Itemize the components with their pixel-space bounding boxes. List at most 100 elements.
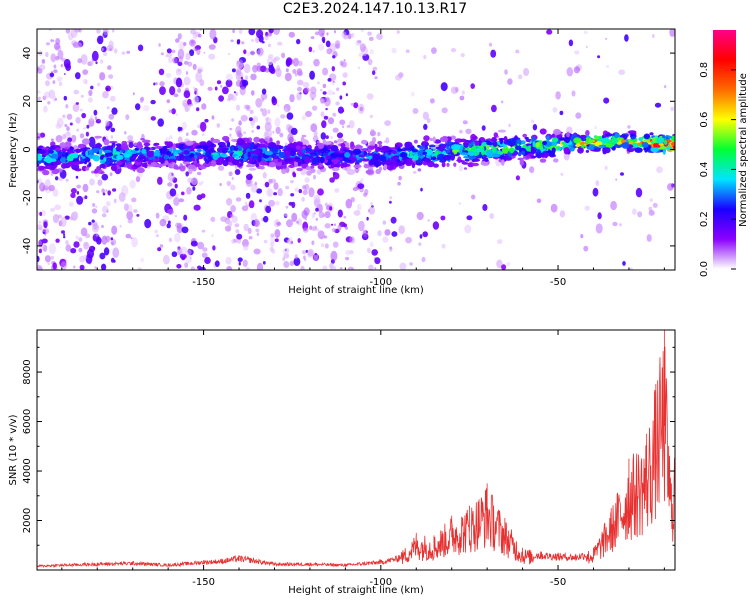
spectrogram-cell — [98, 119, 101, 122]
spectrogram-cell — [615, 178, 618, 181]
spectrogram-cell — [177, 88, 182, 93]
spectrogram-cell — [197, 33, 202, 38]
spectrogram-cell — [301, 210, 308, 219]
spectrogram-cell — [228, 220, 233, 227]
spectrogram-cell — [42, 169, 50, 176]
spectrogram-cell — [90, 61, 94, 66]
spectrogram-cell — [496, 259, 503, 269]
spectrogram-cell — [50, 255, 54, 260]
spectrogram-cell — [649, 198, 653, 202]
spectrogram-cell — [413, 139, 418, 144]
spectrogram-cell — [605, 140, 613, 144]
spectrogram-cell — [281, 52, 286, 59]
spectrogram-cell — [325, 107, 328, 111]
spectrogram-cell — [99, 159, 105, 164]
spectrogram-cell — [360, 29, 365, 33]
spectrogram-cell — [268, 161, 276, 168]
spectrogram-cell — [485, 143, 490, 150]
spectrogram-cell — [282, 155, 288, 159]
spectrogram-cell — [52, 262, 57, 270]
spectrogram-cell — [405, 49, 410, 53]
spectrogram-cell — [324, 243, 329, 249]
spectrogram-cell — [559, 210, 566, 218]
spectrogram-cell — [243, 223, 249, 232]
spectrogram-cell — [211, 234, 214, 238]
spectrogram-y-axis-label: Frequency (Hz) — [8, 112, 19, 188]
spectrogram-cell — [91, 147, 99, 154]
spectrogram-cell — [253, 219, 260, 228]
spectrogram-cell — [231, 118, 235, 122]
spectrogram-cell — [316, 228, 320, 232]
spectrogram-cell — [404, 141, 413, 149]
spectrogram-cell — [374, 267, 377, 270]
spectrogram-cell — [187, 164, 196, 170]
spectrogram-cell — [225, 256, 232, 265]
spectrogram-cell — [288, 31, 295, 38]
spectrogram-cell — [86, 124, 90, 129]
spectrogram-cell — [175, 113, 179, 117]
spectrogram-cell — [345, 93, 348, 97]
spectrogram-cell — [322, 83, 327, 89]
spectrogram-cell — [141, 148, 147, 154]
spectrogram-cell — [37, 211, 40, 215]
spectrogram-cell — [211, 115, 215, 120]
spectrogram-cell — [222, 135, 230, 142]
spectrogram-cell — [326, 98, 330, 102]
spectrogram-cell — [92, 246, 96, 250]
spectrogram-cell — [63, 58, 71, 69]
spectrogram-cell — [520, 140, 526, 145]
spectrogram-cell — [84, 195, 88, 200]
spectrogram-cell — [630, 136, 636, 140]
spectrogram-cell — [196, 48, 201, 55]
spectrogram-cell — [346, 169, 356, 175]
spectrogram-cell — [304, 183, 310, 191]
spectrogram-cell — [359, 43, 366, 52]
spectrogram-cell — [70, 192, 76, 199]
spectrogram-cell — [47, 101, 51, 105]
spectrogram-cell — [451, 144, 460, 151]
spectrogram-cell — [250, 39, 255, 42]
spectrogram-cell — [282, 248, 290, 255]
spectrogram-cell — [362, 229, 369, 238]
spectrogram-cell — [234, 164, 238, 170]
spectrogram-cell — [295, 141, 303, 146]
spectrogram-cell — [343, 223, 347, 228]
spectrogram-cell — [593, 146, 599, 150]
spectrogram-cell — [248, 29, 256, 36]
spectrogram-cell — [312, 50, 315, 53]
snr-y-tick-label: 6000 — [22, 409, 33, 434]
spectrogram-cell — [202, 247, 208, 252]
spectrogram-x-tick-label: -100 — [369, 277, 392, 288]
spectrogram-cell — [329, 177, 335, 183]
spectrogram-cell — [302, 189, 308, 195]
spectrogram-cell — [539, 128, 547, 135]
spectrogram-cell — [472, 135, 478, 140]
spectrogram-cell — [377, 230, 382, 237]
spectrogram-cell — [58, 177, 63, 182]
spectrogram-cell — [270, 235, 276, 243]
spectrogram-cell — [450, 48, 457, 53]
spectrogram-cell — [329, 206, 333, 211]
snr-y-axis-label: SNR (10 * v/v) — [8, 414, 19, 485]
spectrogram-cell — [366, 93, 374, 100]
spectrogram-cell — [594, 125, 597, 130]
spectrogram-cell — [254, 66, 258, 70]
spectrogram-cell — [546, 29, 553, 35]
spectrogram-cell — [389, 196, 393, 200]
spectrogram-cell — [111, 225, 118, 235]
spectrogram-cell — [69, 216, 74, 221]
spectrogram-cell — [277, 41, 283, 46]
spectrogram-cell — [179, 253, 187, 260]
spectrogram-cell — [416, 211, 424, 221]
spectrogram-cell — [256, 29, 264, 39]
spectrogram-cell — [297, 238, 301, 243]
spectrogram-cell — [248, 200, 255, 209]
spectrogram-cell — [126, 210, 134, 220]
spectrogram-cell — [193, 204, 201, 211]
spectrogram-cell — [265, 205, 272, 214]
spectrogram-cell — [563, 144, 567, 148]
spectrogram-cell — [650, 147, 659, 153]
spectrogram-cell — [649, 132, 654, 136]
spectrogram-cell — [85, 131, 89, 137]
spectrogram-cell — [342, 109, 345, 113]
